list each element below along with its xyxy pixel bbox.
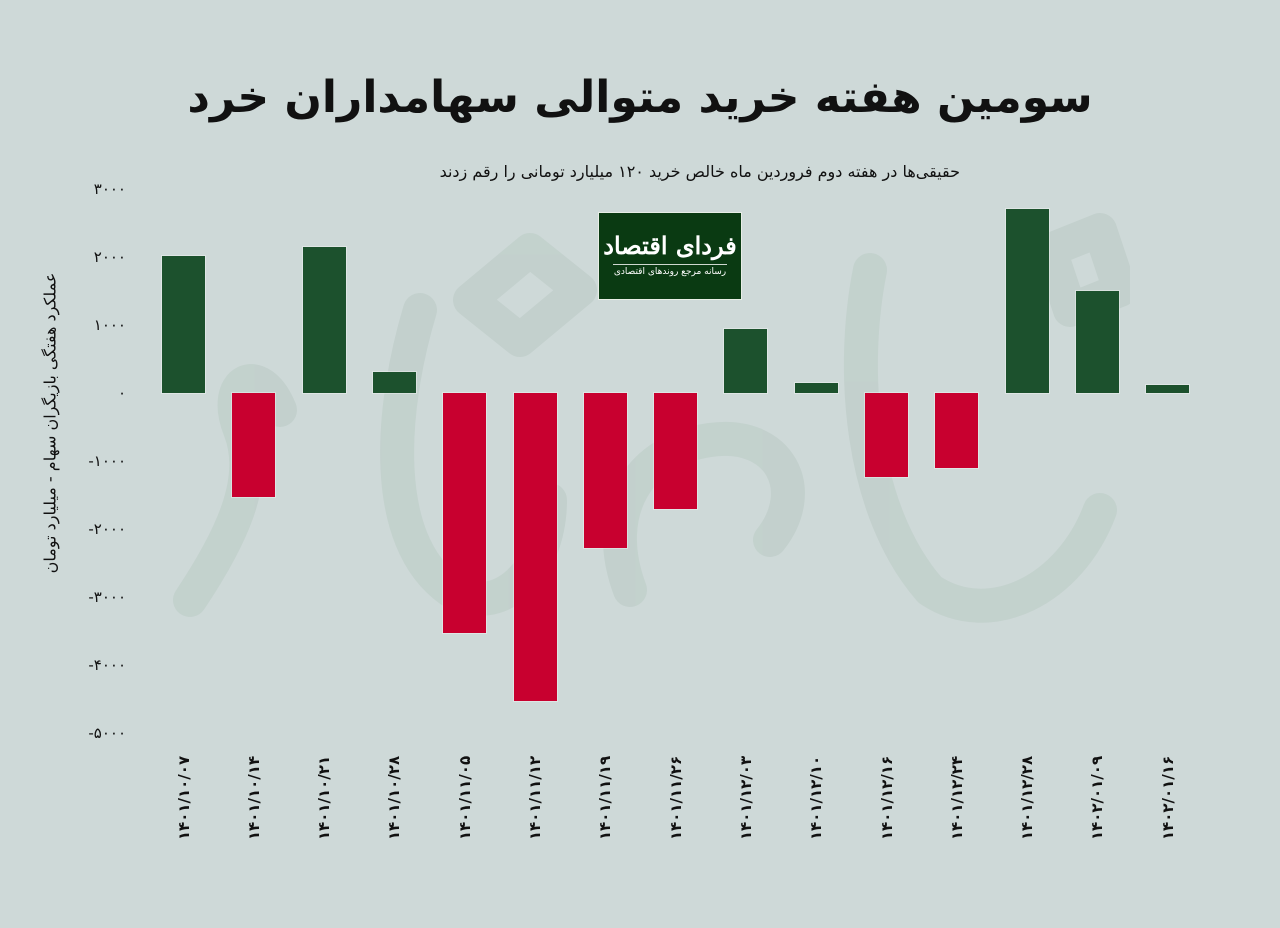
x-tick-text: ۱۴۰۱/۱۲/۲۴: [947, 755, 966, 841]
x-tick-label: ۱۴۰۱/۱۲/۱۰: [806, 748, 826, 848]
chart-title: سومین هفته خرید متوالی سهامداران خرد: [187, 72, 1093, 123]
x-tick-text: ۱۴۰۱/۱۲/۲۸: [1018, 755, 1037, 841]
bar: [1075, 291, 1119, 393]
x-tick-label: ۱۴۰۱/۱۲/۰۳: [736, 748, 756, 848]
y-tick-label: -۴۰۰۰: [88, 656, 126, 674]
x-tick-text: ۱۴۰۱/۱۲/۱۰: [807, 755, 826, 841]
y-tick-label: ۰: [117, 384, 126, 402]
x-tick-label: ۱۴۰۱/۱۱/۲۶: [666, 748, 686, 848]
x-tick-label: ۱۴۰۱/۱۰/۲۱: [314, 748, 334, 848]
x-tick-text: ۱۴۰۱/۱۲/۰۳: [736, 755, 755, 841]
x-tick-label: ۱۴۰۱/۱۲/۲۴: [947, 748, 967, 848]
y-tick-label: -۲۰۰۰: [88, 520, 126, 538]
x-tick-label: ۱۴۰۱/۱۰/۲۸: [384, 748, 404, 848]
x-tick-text: ۱۴۰۱/۱۰/۱۴: [244, 755, 263, 841]
y-tick-label: -۱۰۰۰: [88, 452, 126, 470]
x-tick-text: ۱۴۰۱/۱۱/۱۲: [526, 755, 544, 841]
x-tick-label: ۱۴۰۱/۱۲/۱۶: [877, 748, 897, 848]
bar: [372, 371, 416, 393]
x-tick-text: ۱۴۰۱/۱۱/۱۹: [596, 755, 615, 841]
bar: [443, 393, 487, 634]
bar: [724, 329, 768, 393]
bar: [302, 246, 346, 393]
bar: [513, 393, 557, 702]
bar: [1005, 208, 1049, 393]
x-tick-text: ۱۴۰۲/۰۱/۱۶: [1158, 755, 1177, 841]
x-tick-text: ۱۴۰۱/۱۲/۱۶: [877, 755, 896, 841]
bar: [794, 382, 838, 393]
bar: [583, 393, 627, 549]
logo-name: فردای اقتصاد: [603, 231, 737, 260]
x-tick-label: ۱۴۰۱/۱۰/۱۴: [244, 748, 264, 848]
bar: [232, 393, 276, 498]
chart-subtitle: حقیقی‌ها در هفته دوم فروردین ماه خالص خر…: [439, 162, 960, 181]
x-tick-label: ۱۴۰۱/۱۱/۰۵: [455, 748, 475, 848]
logo-divider: [613, 264, 727, 265]
y-tick-label: ۲۰۰۰: [93, 248, 126, 266]
x-tick-label: ۱۴۰۲/۰۱/۱۶: [1158, 748, 1178, 848]
bar: [865, 393, 908, 477]
logo-tagline: رسانه مرجع روندهای اقتصادی: [613, 267, 727, 277]
bar: [935, 393, 979, 468]
bar: [1146, 384, 1190, 393]
x-tick-label: ۱۴۰۱/۱۲/۲۸: [1017, 748, 1037, 848]
x-tick-text: ۱۴۰۲/۰۱/۰۹: [1088, 755, 1107, 841]
x-tick-label: ۱۴۰۱/۱۱/۱۹: [595, 748, 615, 848]
y-tick-label: ۱۰۰۰: [93, 316, 126, 334]
y-tick-label: -۵۰۰۰: [88, 724, 126, 742]
y-tick-label: ۳۰۰۰: [93, 180, 126, 198]
x-tick-label: ۱۴۰۱/۱۰/۰۷: [174, 748, 194, 848]
x-tick-text: ۱۴۰۱/۱۰/۲۸: [385, 755, 404, 841]
y-tick-label: -۳۰۰۰: [88, 588, 126, 606]
x-tick-label: ۱۴۰۱/۱۱/۱۲: [525, 748, 545, 848]
bar: [162, 255, 205, 393]
x-tick-label: ۱۴۰۲/۰۱/۰۹: [1087, 748, 1107, 848]
x-tick-text: ۱۴۰۱/۱۱/۰۵: [455, 755, 474, 841]
x-tick-text: ۱۴۰۱/۱۰/۰۷: [174, 755, 193, 841]
x-tick-text: ۱۴۰۱/۱۰/۲۱: [315, 755, 334, 841]
x-tick-text: ۱۴۰۱/۱۱/۲۶: [666, 755, 685, 841]
bar: [654, 393, 698, 510]
logo-farda-eghtesad: فردای اقتصاد رسانه مرجع روندهای اقتصادی: [598, 212, 742, 300]
